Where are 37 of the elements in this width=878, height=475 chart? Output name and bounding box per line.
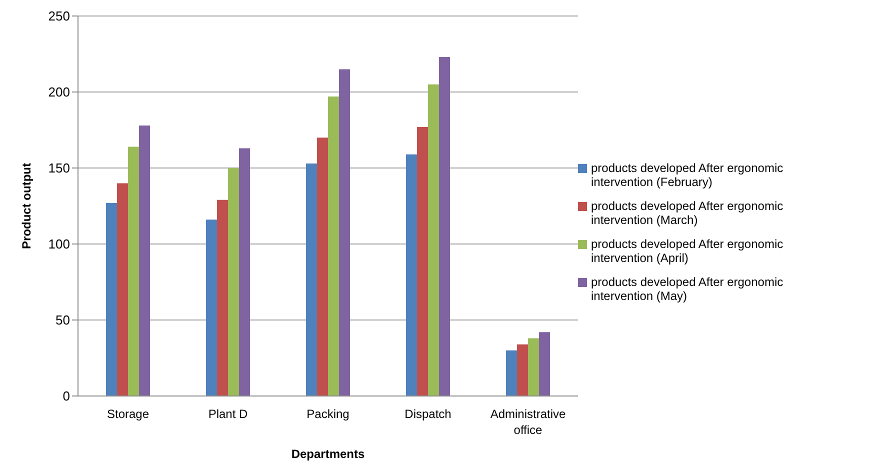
x-tick-label: Dispatch <box>404 407 452 421</box>
y-tick-label: 150 <box>48 160 70 176</box>
bar <box>239 148 250 396</box>
bar <box>306 163 317 396</box>
bar <box>317 138 328 396</box>
legend-label: products developed After ergonomic intervention (March) <box>591 199 784 227</box>
bar <box>128 146 139 396</box>
bar <box>428 84 439 396</box>
bar <box>517 344 528 396</box>
bar <box>406 154 417 396</box>
y-tick-label: 250 <box>48 8 70 24</box>
legend-label: products developed After ergonomic intervention (April) <box>591 237 784 265</box>
legend-label: products developed After ergonomic intervention (February) <box>591 161 784 189</box>
y-tick-label: 200 <box>48 84 70 100</box>
y-axis-title: Product output <box>19 163 34 249</box>
bar <box>328 96 339 396</box>
y-tick-label: 50 <box>56 312 70 328</box>
x-tick-label: Storage <box>106 407 150 421</box>
bar <box>106 202 117 396</box>
y-tick-label: 0 <box>62 388 70 404</box>
y-tick-label: 100 <box>48 236 70 252</box>
bar <box>417 126 428 396</box>
bar <box>339 69 350 396</box>
x-tick-label: Plant D <box>208 407 248 421</box>
bar <box>506 350 517 396</box>
bar <box>217 200 228 396</box>
bar <box>228 168 239 396</box>
legend-label: products developed After ergonomic intervention (May) <box>591 275 784 303</box>
bar <box>206 220 217 396</box>
x-axis-title: Departments <box>291 447 365 461</box>
bar <box>439 57 450 396</box>
x-tick-label: Administrative office <box>490 407 566 437</box>
bar <box>139 125 150 396</box>
bar <box>117 183 128 396</box>
bar <box>539 332 550 396</box>
bar <box>528 338 539 396</box>
x-tick-label: Packing <box>306 407 350 421</box>
